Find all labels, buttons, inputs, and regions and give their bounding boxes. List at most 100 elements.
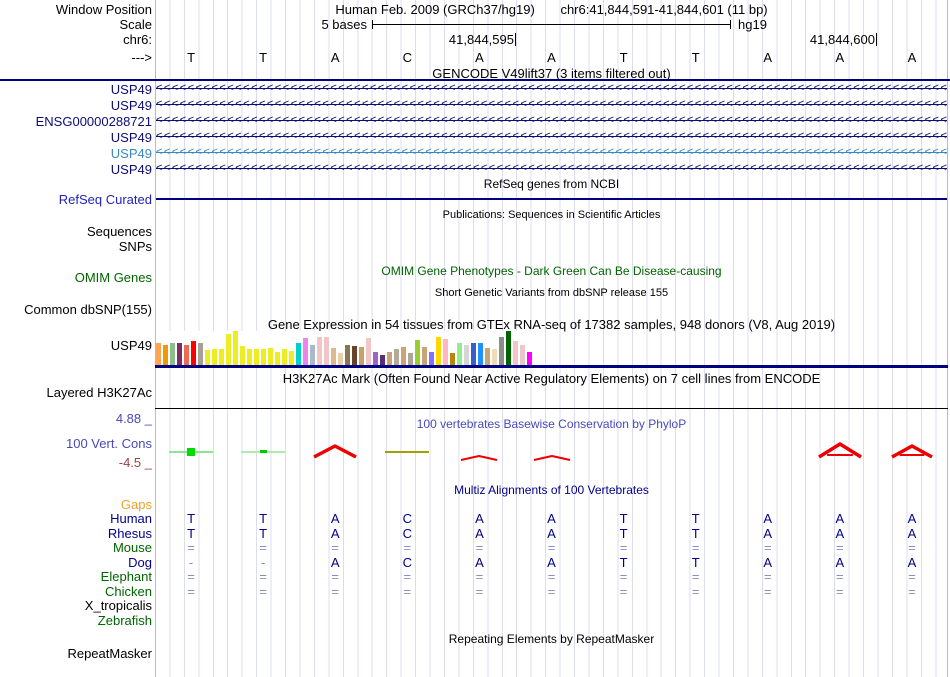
gtex-tissue-bar[interactable] [163, 345, 168, 365]
refseq-gene-line[interactable] [156, 198, 947, 200]
gtex-tissue-bar[interactable] [422, 347, 427, 365]
gtex-tissue-bar[interactable] [429, 352, 434, 365]
gtex-tissue-bar[interactable] [226, 334, 231, 365]
phylop-peak-box[interactable] [187, 448, 196, 456]
gtex-tissue-bar[interactable] [415, 340, 420, 365]
gtex-tissue-bar[interactable] [191, 341, 196, 365]
gtex-tissue-bar[interactable] [345, 345, 350, 365]
dbsnp-track-title[interactable]: Short Genetic Variants from dbSNP releas… [434, 287, 669, 299]
gtex-tissue-bar[interactable] [380, 355, 385, 365]
gtex-tissue-bar[interactable] [401, 347, 406, 365]
gene-row-label[interactable]: USP49 [110, 130, 152, 145]
gene-row-label[interactable]: USP49 [110, 82, 152, 97]
gene-transcript-row[interactable]: <<<<<<<<<<<<<<<<<<<<<<<<<<<<<<<<<<<<<<<<… [156, 161, 947, 176]
gtex-tissue-bar[interactable] [198, 343, 203, 365]
gtex-tissue-bar[interactable] [373, 352, 378, 365]
gtex-tissue-bar[interactable] [177, 343, 182, 365]
gtex-tissue-bar[interactable] [205, 350, 210, 365]
multiz-species-label[interactable]: Rhesus [107, 526, 152, 541]
gtex-tissue-bar[interactable] [156, 343, 161, 365]
phylop-peak-dash[interactable] [260, 450, 268, 453]
layered-h3k27ac-label[interactable]: Layered H3K27Ac [46, 385, 152, 400]
gtex-tissue-bar[interactable] [359, 347, 364, 365]
gtex-tissue-bar[interactable] [457, 343, 462, 365]
gencode-track-title[interactable]: GENCODE V49lift37 (3 items filtered out) [432, 66, 671, 81]
gtex-tissue-bar[interactable] [499, 337, 504, 365]
multiz-species-label[interactable]: Human [110, 511, 152, 526]
h3k27ac-track-title[interactable]: H3K27Ac Mark (Often Found Near Active Re… [282, 371, 821, 386]
phylop-line-mark[interactable] [385, 451, 430, 453]
multiz-species-label[interactable]: X_tropicalis [84, 598, 152, 613]
gene-transcript-row[interactable]: <<<<<<<<<<<<<<<<<<<<<<<<<<<<<<<<<<<<<<<<… [156, 97, 947, 112]
gtex-tissue-bar[interactable] [464, 345, 469, 365]
gtex-tissue-bar[interactable] [436, 337, 441, 365]
gene-row-label[interactable]: ENSG00000288721 [35, 114, 152, 129]
gtex-tissue-bar[interactable] [513, 341, 518, 365]
gtex-tissue-bar[interactable] [310, 345, 315, 365]
gtex-tissue-bar[interactable] [184, 345, 189, 365]
gtex-tissue-bar[interactable] [219, 349, 224, 365]
gtex-tissue-bar[interactable] [520, 345, 525, 365]
repeatmasker-label[interactable]: RepeatMasker [67, 646, 152, 661]
gtex-gene-label[interactable]: USP49 [110, 338, 152, 353]
gtex-gene-model-line[interactable] [155, 365, 948, 368]
gene-row-label[interactable]: USP49 [110, 146, 152, 161]
gtex-tissue-bar[interactable] [387, 352, 392, 365]
gtex-tissue-bar[interactable] [282, 349, 287, 365]
gtex-tissue-bar[interactable] [366, 338, 371, 365]
multiz-species-label[interactable]: Dog [128, 555, 152, 570]
gene-transcript-row[interactable]: <<<<<<<<<<<<<<<<<<<<<<<<<<<<<<<<<<<<<<<<… [156, 145, 947, 160]
phylop-track-title[interactable]: 100 vertebrates Basewise Conservation by… [416, 417, 687, 431]
phylop-negative-tent[interactable] [817, 442, 863, 460]
gene-row-label[interactable]: USP49 [110, 98, 152, 113]
gtex-tissue-bar[interactable] [331, 348, 336, 365]
gtex-tissue-bar[interactable] [289, 351, 294, 365]
phylop-track-label[interactable]: 100 Vert. Cons [66, 436, 152, 451]
gtex-tissue-bar[interactable] [485, 348, 490, 365]
gtex-tissue-bar[interactable] [247, 349, 252, 365]
common-dbsnp-label[interactable]: Common dbSNP(155) [24, 302, 152, 317]
refseq-track-title[interactable]: RefSeq genes from NCBI [483, 177, 620, 191]
gtex-tissue-bar[interactable] [478, 343, 483, 365]
gtex-tissue-bar[interactable] [506, 331, 511, 365]
omim-genes-label[interactable]: OMIM Genes [74, 270, 152, 285]
sequences-label[interactable]: Sequences [86, 224, 152, 239]
gtex-tissue-bar[interactable] [450, 353, 455, 365]
gtex-tissue-bar[interactable] [233, 331, 238, 365]
multiz-track-title[interactable]: Multiz Alignments of 100 Vertebrates [454, 483, 649, 497]
phylop-negative-tent[interactable] [459, 451, 499, 461]
gtex-tissue-bar[interactable] [261, 349, 266, 365]
gtex-tissue-bar[interactable] [492, 349, 497, 365]
gtex-tissue-bar[interactable] [296, 343, 301, 365]
gtex-track-title[interactable]: Gene Expression in 54 tissues from GTEx … [267, 317, 836, 332]
gtex-expression-bar-chart[interactable] [156, 331, 534, 365]
gtex-tissue-bar[interactable] [317, 337, 322, 365]
phylop-negative-tent[interactable] [532, 451, 572, 461]
multiz-species-label[interactable]: Mouse [112, 540, 152, 555]
gtex-tissue-bar[interactable] [212, 349, 217, 365]
gtex-tissue-bar[interactable] [275, 352, 280, 365]
repeatmasker-track-title[interactable]: Repeating Elements by RepeatMasker [448, 632, 655, 646]
gtex-tissue-bar[interactable] [394, 349, 399, 365]
gene-transcript-row[interactable]: <<<<<<<<<<<<<<<<<<<<<<<<<<<<<<<<<<<<<<<<… [156, 129, 947, 144]
phylop-negative-tent[interactable] [312, 444, 358, 460]
gtex-tissue-bar[interactable] [338, 353, 343, 365]
publications-track-title[interactable]: Publications: Sequences in Scientific Ar… [442, 209, 661, 221]
gtex-tissue-bar[interactable] [324, 337, 329, 365]
phylop-negative-tent[interactable] [890, 444, 934, 460]
multiz-species-label[interactable]: Elephant [100, 569, 152, 584]
snps-label[interactable]: SNPs [118, 239, 152, 254]
gene-row-label[interactable]: USP49 [110, 162, 152, 177]
gtex-tissue-bar[interactable] [527, 352, 532, 365]
multiz-species-label[interactable]: Zebrafish [97, 613, 152, 628]
gtex-tissue-bar[interactable] [170, 343, 175, 365]
multiz-species-label[interactable]: Chicken [105, 584, 152, 599]
gtex-tissue-bar[interactable] [443, 339, 448, 365]
gtex-tissue-bar[interactable] [254, 349, 259, 365]
multiz-species-label[interactable]: Gaps [120, 497, 152, 512]
gtex-tissue-bar[interactable] [240, 346, 245, 365]
gtex-tissue-bar[interactable] [471, 343, 476, 365]
gene-transcript-row[interactable]: <<<<<<<<<<<<<<<<<<<<<<<<<<<<<<<<<<<<<<<<… [156, 113, 947, 128]
gtex-tissue-bar[interactable] [303, 338, 308, 365]
gtex-tissue-bar[interactable] [352, 346, 357, 365]
